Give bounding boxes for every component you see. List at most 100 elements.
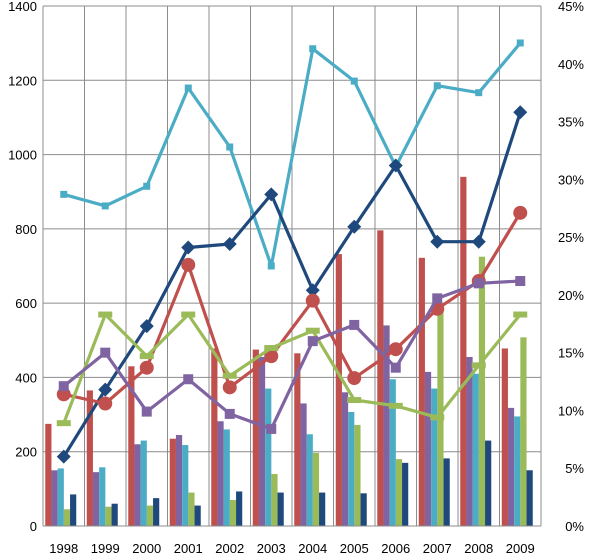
line-marker [139, 319, 154, 334]
line-marker [58, 381, 69, 392]
bar [229, 500, 237, 526]
line-marker [222, 380, 237, 395]
bar [443, 458, 450, 526]
line-marker [516, 39, 524, 47]
x-tick-label: 2008 [464, 541, 493, 556]
line-marker [347, 397, 362, 404]
bar [294, 353, 301, 526]
y-tick-label: 1000 [8, 148, 37, 163]
bar [99, 467, 106, 526]
line-marker [347, 371, 362, 386]
line-marker [183, 374, 194, 385]
line-marker [181, 257, 196, 272]
bar-series [45, 176, 533, 527]
line-marker [305, 293, 320, 308]
bar [341, 392, 349, 526]
bar [520, 337, 527, 526]
bar [300, 403, 307, 526]
line-marker [181, 311, 196, 318]
x-tick-label: 2006 [381, 541, 410, 556]
bar [306, 434, 313, 526]
line-marker [264, 345, 279, 352]
y2-tick-label: 10% [558, 403, 584, 418]
y2-tick-label: 30% [558, 172, 584, 187]
bar [507, 407, 515, 526]
line-marker [309, 45, 317, 53]
bar [92, 472, 100, 526]
bar [348, 411, 355, 526]
bar [51, 470, 58, 526]
y-tick-label: 600 [15, 296, 37, 311]
line-marker [388, 158, 403, 173]
line-marker [513, 105, 528, 120]
x-tick-label: 2000 [132, 541, 161, 556]
bar [45, 423, 52, 526]
y-tick-label: 200 [15, 445, 37, 460]
bar [271, 474, 278, 526]
line-marker [305, 327, 320, 334]
bar [211, 348, 218, 526]
line-marker [141, 406, 152, 417]
bar [360, 493, 367, 526]
bar [236, 491, 243, 526]
line-marker [347, 219, 362, 234]
x-tick-label: 2004 [298, 541, 327, 556]
line-marker [432, 293, 443, 304]
x-axis-tick-labels: 1998 1999 2000 2001 2002 2003 2004 2005 2006 2007… [49, 541, 534, 556]
x-tick-label: 2003 [257, 541, 286, 556]
line-marker [224, 408, 235, 419]
line-marker [101, 202, 109, 210]
bar [383, 325, 390, 526]
x-tick-label: 2009 [506, 541, 535, 556]
bar [418, 257, 425, 526]
bar [188, 492, 195, 526]
line-marker [98, 311, 113, 318]
line-marker [305, 283, 320, 298]
bar [319, 492, 326, 526]
bar [354, 424, 361, 526]
bar [466, 357, 473, 526]
bar [111, 503, 118, 526]
bar [395, 459, 403, 526]
line-marker [264, 187, 279, 202]
x-tick-label: 2007 [423, 541, 452, 556]
line-marker [430, 414, 445, 421]
bar [312, 452, 320, 526]
bar [377, 230, 384, 527]
y2-tick-label: 15% [558, 346, 584, 361]
y-tick-label: 0 [30, 519, 37, 534]
line-marker [266, 423, 277, 434]
x-tick-label: 2001 [174, 541, 203, 556]
bar [63, 509, 71, 526]
y2-tick-label: 5% [565, 461, 584, 476]
bar [223, 429, 230, 526]
bar [485, 440, 492, 526]
gridlines [42, 5, 542, 527]
y-tick-label: 1400 [8, 0, 37, 14]
y2-tick-label: 35% [558, 115, 584, 130]
series-line [63, 211, 522, 406]
y2-tick-label: 20% [558, 288, 584, 303]
line-marker [475, 89, 483, 97]
bar [514, 416, 521, 526]
line-marker [267, 262, 275, 270]
line-marker [98, 396, 113, 411]
x-tick-label: 1998 [49, 541, 78, 556]
line-marker [388, 342, 403, 357]
bar [402, 462, 409, 526]
bar [140, 440, 147, 526]
line-series [56, 39, 528, 464]
line-marker [181, 240, 196, 255]
bar [258, 357, 266, 526]
bar [277, 492, 284, 526]
line-marker [98, 382, 113, 397]
line-marker [222, 237, 237, 252]
bar [472, 373, 479, 526]
bar [252, 349, 259, 526]
line-marker [56, 420, 71, 427]
bar [217, 421, 224, 526]
bar [265, 388, 272, 526]
series-line [62, 279, 521, 431]
y2-tick-label: 0% [565, 519, 584, 534]
